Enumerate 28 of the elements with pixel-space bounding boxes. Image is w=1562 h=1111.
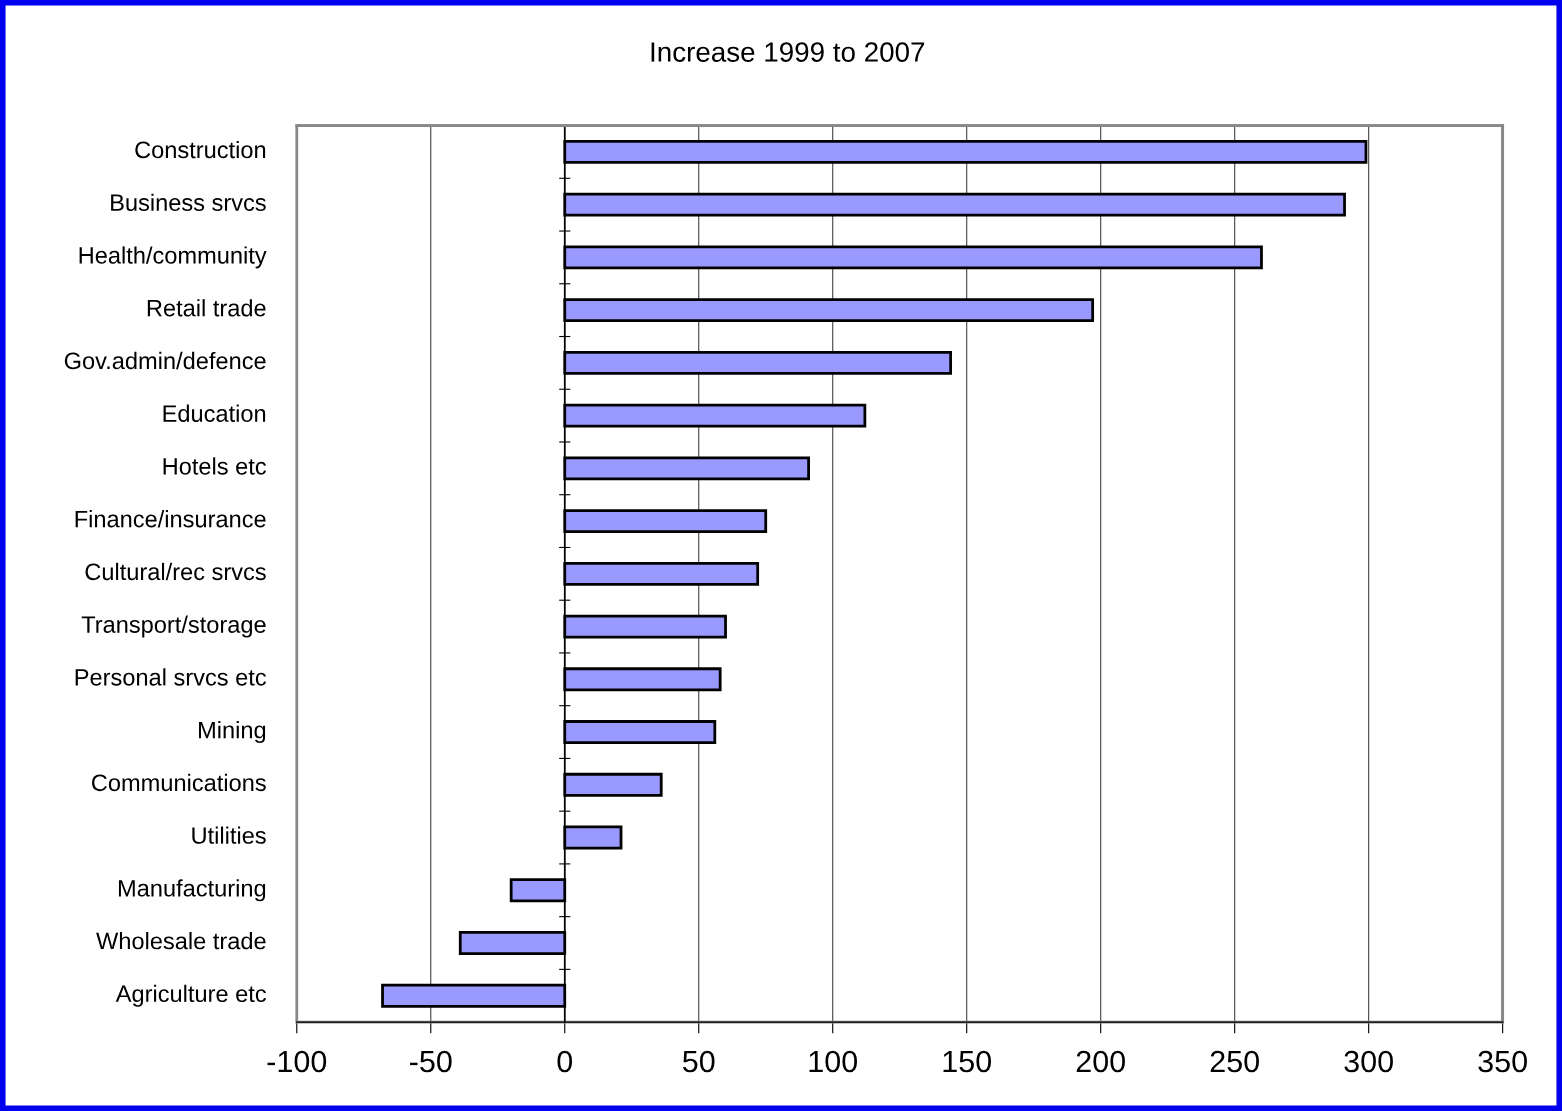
y-tick-label: Education [163,404,266,422]
y-tick-label: Retail trade [147,299,266,317]
y-tick-label: Cultural/rec srvcs [85,562,266,581]
x-tick-label: -100 [267,1050,327,1073]
y-tick-label: Health/community [79,246,267,269]
x-tick-label: -50 [410,1050,452,1073]
y-tick-label: Agriculture etc [115,984,267,1007]
chart-title: Increase 1999 to 2007 [651,42,925,62]
y-tick-label: Hotels etc [163,457,267,475]
y-tick-label: Construction [135,140,266,159]
y-tick-label: Wholesale trade [96,932,266,950]
x-tick-label: 200 [1076,1050,1125,1073]
y-tick-label: Finance/insurance [75,510,266,528]
y-tick-label: Mining [199,721,266,744]
x-tick-label: 100 [809,1050,858,1073]
y-tick-label: Manufacturing [118,879,266,902]
x-tick-label: 50 [682,1050,715,1073]
x-tick-label: 350 [1478,1050,1527,1073]
x-tick-label: 150 [943,1050,991,1073]
y-tick-label: Communications [92,773,266,792]
x-tick-label: 250 [1210,1050,1259,1073]
x-tick-label: 300 [1344,1050,1393,1073]
y-tick-label: Transport/storage [81,615,266,638]
y-tick-label: Personal srvcs etc [75,668,267,686]
y-tick-label: Utilities [192,826,266,844]
x-tick-label: 0 [557,1050,573,1073]
y-tick-label: Gov.admin/defence [64,351,266,370]
y-tick-label: Business srvcs [111,193,266,211]
